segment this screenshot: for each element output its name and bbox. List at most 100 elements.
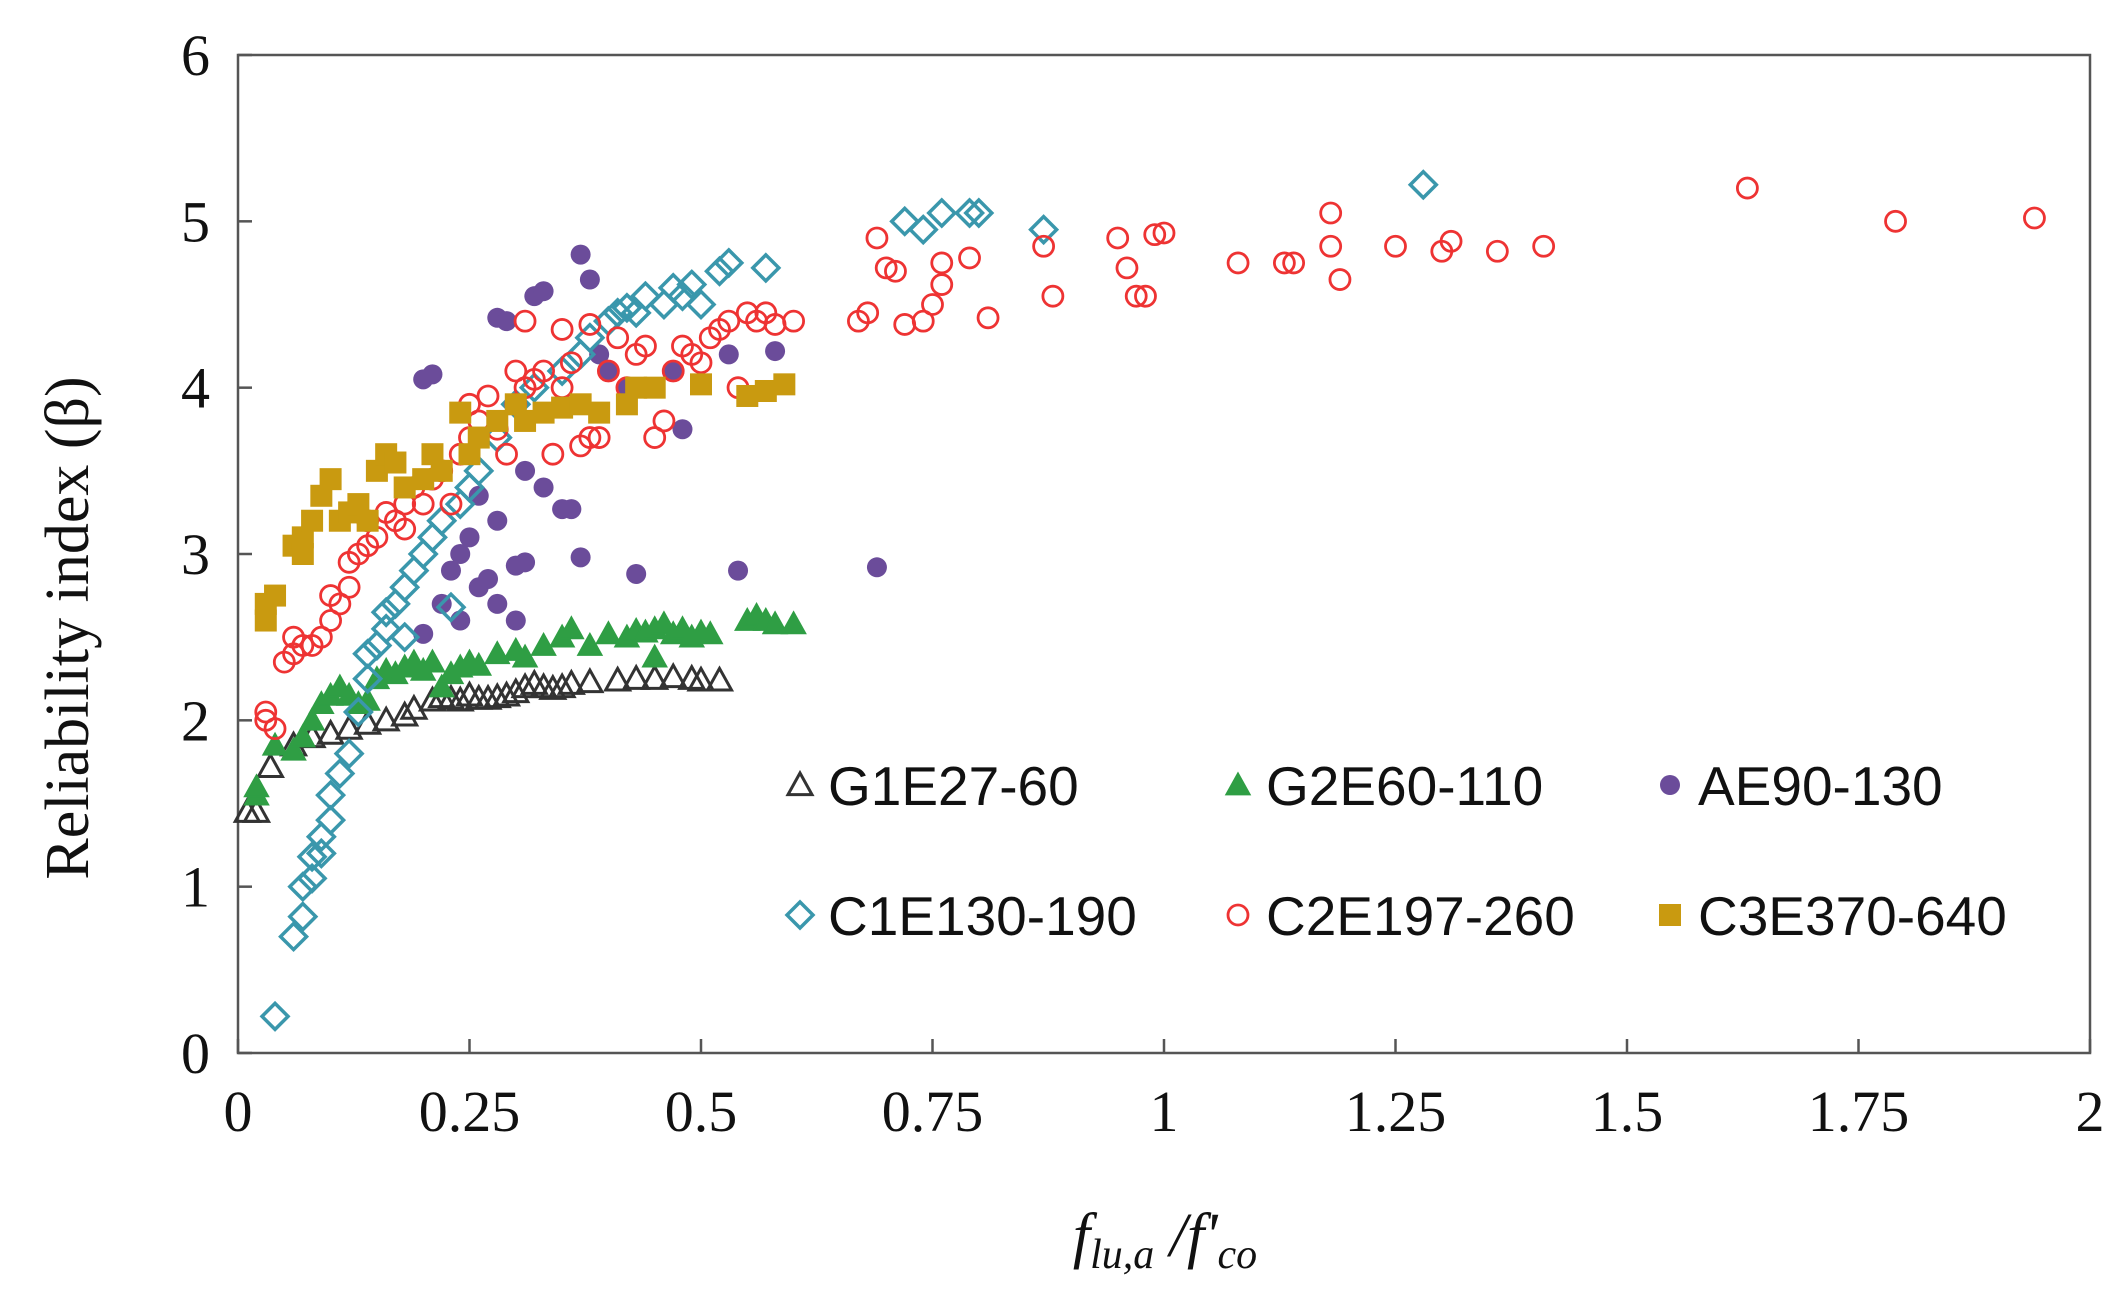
y-tick-label: 6 xyxy=(181,23,210,88)
data-point xyxy=(704,255,735,287)
data-point xyxy=(440,560,461,581)
data-point xyxy=(389,621,421,653)
data-point xyxy=(390,700,420,727)
data-point xyxy=(1439,229,1463,253)
data-point xyxy=(417,685,448,712)
y-tick-label: 3 xyxy=(181,522,210,587)
y-axis-title: Reliability index (β) xyxy=(34,376,102,879)
x-tick-label: 1 xyxy=(1150,1079,1179,1144)
y-tick-label: 2 xyxy=(181,688,210,753)
data-point xyxy=(291,634,315,657)
data-point xyxy=(287,901,319,933)
data-point xyxy=(1282,251,1306,275)
data-point xyxy=(690,373,712,396)
data-point xyxy=(672,419,693,440)
data-point xyxy=(921,293,944,316)
data-point xyxy=(2023,206,2046,230)
series-c1e130-190 xyxy=(259,169,1439,1032)
legend-item: C1E130-190 xyxy=(784,885,1137,947)
data-point xyxy=(361,630,393,661)
legend-marker xyxy=(785,769,815,797)
x-tick-label: 0.75 xyxy=(882,1079,984,1144)
data-point xyxy=(1884,209,1907,233)
legend-label: AE90-130 xyxy=(1698,755,1943,817)
data-point xyxy=(625,376,648,399)
data-point xyxy=(515,552,536,573)
data-point xyxy=(717,309,741,333)
data-point xyxy=(538,673,568,700)
data-point xyxy=(445,685,475,712)
data-point xyxy=(352,638,384,670)
data-point xyxy=(652,409,676,433)
legend-marker xyxy=(1226,903,1250,927)
legend-marker xyxy=(784,899,816,931)
data-point xyxy=(264,584,287,607)
data-point xyxy=(1032,234,1056,258)
data-point xyxy=(606,326,630,350)
data-point xyxy=(347,493,370,516)
x-tick-label: 2 xyxy=(2076,1079,2105,1144)
data-point xyxy=(765,341,786,362)
data-point xyxy=(261,731,289,756)
data-point xyxy=(640,663,670,690)
data-point xyxy=(574,322,606,354)
data-point xyxy=(450,544,471,564)
x-tick-label: 1.25 xyxy=(1345,1079,1447,1144)
data-point xyxy=(468,485,489,506)
data-point xyxy=(342,696,374,728)
data-point xyxy=(958,246,981,270)
data-points xyxy=(232,169,2046,1032)
data-point xyxy=(893,313,917,336)
data-point xyxy=(736,384,759,407)
data-point xyxy=(393,476,416,499)
data-point xyxy=(296,841,328,873)
data-point xyxy=(575,666,605,694)
data-point xyxy=(1735,176,1759,200)
data-point xyxy=(865,226,889,250)
data-point xyxy=(718,344,739,365)
y-tick-label: 0 xyxy=(181,1021,210,1086)
data-point xyxy=(754,379,777,402)
data-point xyxy=(1384,234,1407,258)
data-point xyxy=(315,779,347,811)
data-point xyxy=(514,409,537,432)
data-point xyxy=(874,256,898,280)
data-point xyxy=(634,334,657,358)
data-point xyxy=(1532,234,1556,258)
data-point xyxy=(407,538,439,570)
legend-item: G2E60-110 xyxy=(1224,755,1543,817)
data-point xyxy=(661,359,685,383)
data-point xyxy=(310,484,333,507)
data-point xyxy=(459,527,480,548)
data-point xyxy=(685,289,717,320)
data-point xyxy=(255,751,285,779)
data-point xyxy=(569,393,592,416)
data-point xyxy=(556,668,586,695)
x-title-part-prime: ' xyxy=(1204,1202,1219,1270)
data-point xyxy=(588,401,611,424)
data-point xyxy=(1407,169,1439,201)
data-point xyxy=(463,455,495,487)
data-point xyxy=(515,460,536,481)
data-point xyxy=(487,593,508,614)
data-point xyxy=(689,351,713,375)
data-point xyxy=(399,693,429,720)
data-point xyxy=(316,718,346,745)
data-point xyxy=(289,723,317,748)
data-point xyxy=(1115,256,1139,280)
x-tick-label: 0.5 xyxy=(665,1079,738,1144)
data-point xyxy=(926,197,958,229)
data-point xyxy=(611,292,643,324)
data-point xyxy=(598,361,619,382)
legend-marker xyxy=(1659,904,1681,926)
data-point xyxy=(1028,214,1060,246)
data-point xyxy=(393,517,417,541)
data-point xyxy=(487,510,508,531)
data-point xyxy=(379,588,411,620)
data-point xyxy=(782,309,805,333)
data-point xyxy=(298,706,326,731)
data-point xyxy=(430,459,453,482)
data-point xyxy=(333,738,365,770)
data-point xyxy=(750,252,782,284)
data-point xyxy=(676,269,708,301)
